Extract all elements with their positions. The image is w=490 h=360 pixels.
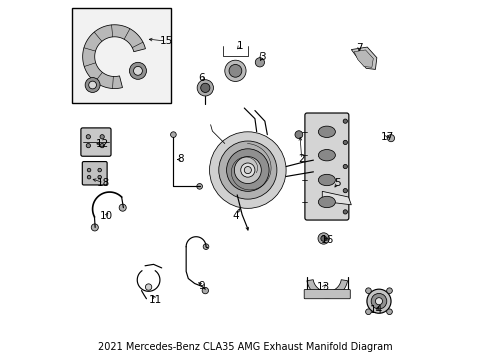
Text: 5: 5 <box>335 178 341 188</box>
Circle shape <box>98 175 101 179</box>
Text: 7: 7 <box>356 43 363 53</box>
Circle shape <box>197 80 214 96</box>
Circle shape <box>225 60 246 81</box>
Circle shape <box>375 298 383 305</box>
Circle shape <box>343 119 347 123</box>
Circle shape <box>367 289 391 313</box>
Circle shape <box>171 132 176 138</box>
Text: 6: 6 <box>198 73 205 83</box>
Circle shape <box>343 210 347 214</box>
Circle shape <box>295 131 303 139</box>
Circle shape <box>134 66 143 75</box>
Circle shape <box>86 144 91 148</box>
Circle shape <box>87 168 91 172</box>
Text: 11: 11 <box>149 295 162 305</box>
FancyBboxPatch shape <box>81 128 111 156</box>
Circle shape <box>197 184 202 189</box>
Text: 14: 14 <box>370 305 384 315</box>
Text: 4: 4 <box>233 211 240 221</box>
Circle shape <box>388 135 394 142</box>
Circle shape <box>387 288 392 293</box>
Text: 13: 13 <box>317 282 330 292</box>
Circle shape <box>366 288 371 293</box>
Circle shape <box>387 309 392 315</box>
Ellipse shape <box>318 126 335 138</box>
FancyBboxPatch shape <box>82 162 107 185</box>
Circle shape <box>100 135 104 139</box>
Polygon shape <box>322 192 351 205</box>
Ellipse shape <box>318 149 335 161</box>
Polygon shape <box>83 25 146 89</box>
Text: 8: 8 <box>177 154 184 165</box>
Text: 2021 Mercedes-Benz CLA35 AMG Exhaust Manifold Diagram: 2021 Mercedes-Benz CLA35 AMG Exhaust Man… <box>98 342 392 352</box>
Circle shape <box>202 287 208 294</box>
Circle shape <box>86 135 91 139</box>
Text: 18: 18 <box>98 178 111 188</box>
Circle shape <box>210 132 286 208</box>
Circle shape <box>229 64 242 77</box>
Text: 12: 12 <box>96 139 109 149</box>
Circle shape <box>85 77 100 93</box>
Text: 17: 17 <box>381 132 394 142</box>
Text: 15: 15 <box>160 36 173 46</box>
Circle shape <box>343 165 347 168</box>
Circle shape <box>219 141 277 199</box>
FancyBboxPatch shape <box>305 113 349 220</box>
Text: 2: 2 <box>298 154 305 165</box>
Circle shape <box>255 58 265 67</box>
Circle shape <box>119 204 126 211</box>
Circle shape <box>87 175 91 179</box>
Text: 1: 1 <box>236 41 243 51</box>
Circle shape <box>201 83 210 93</box>
FancyBboxPatch shape <box>304 289 350 299</box>
Ellipse shape <box>318 196 335 208</box>
Circle shape <box>343 140 347 145</box>
Circle shape <box>100 144 104 148</box>
Polygon shape <box>354 50 373 67</box>
Ellipse shape <box>318 174 335 186</box>
Circle shape <box>98 168 101 172</box>
Circle shape <box>91 224 98 231</box>
Circle shape <box>203 244 209 249</box>
Circle shape <box>371 293 387 309</box>
Text: 9: 9 <box>198 281 205 291</box>
FancyBboxPatch shape <box>72 8 171 103</box>
Circle shape <box>318 233 329 244</box>
Circle shape <box>146 284 152 290</box>
Circle shape <box>241 163 255 177</box>
Polygon shape <box>307 280 347 298</box>
Text: 3: 3 <box>259 51 265 62</box>
Circle shape <box>226 149 269 192</box>
Text: 10: 10 <box>99 211 113 221</box>
Circle shape <box>321 236 326 241</box>
Circle shape <box>129 62 147 79</box>
Circle shape <box>343 189 347 193</box>
Text: 16: 16 <box>320 235 334 244</box>
Circle shape <box>234 157 261 184</box>
Polygon shape <box>351 47 377 69</box>
Circle shape <box>366 309 371 315</box>
Circle shape <box>245 167 251 174</box>
Circle shape <box>89 81 97 89</box>
